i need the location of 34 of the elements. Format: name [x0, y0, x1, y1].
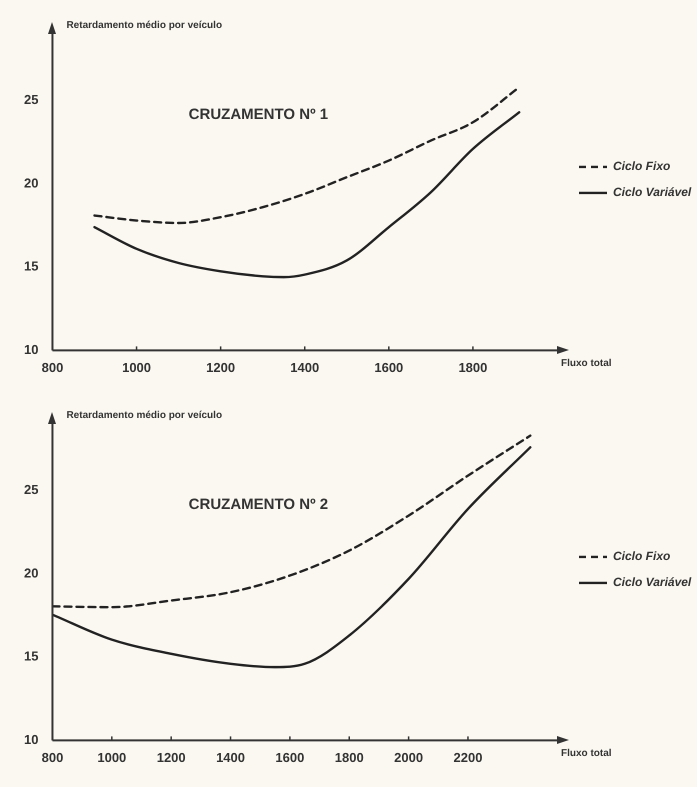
x-tick-label: 800: [42, 750, 64, 765]
y-tick-label: 10: [24, 342, 38, 357]
y-tick-label: 10: [24, 732, 38, 747]
line-series: [52, 446, 532, 668]
y-tick-label: 15: [24, 648, 38, 664]
x-tick-label: 1200: [156, 750, 186, 765]
x-tick-label: 1600: [374, 360, 404, 375]
x-tick-label: 800: [42, 360, 64, 375]
legend-label: Ciclo Variável: [613, 185, 692, 200]
y-tick-label: 20: [24, 565, 38, 580]
legend-label: Ciclo Fixo: [613, 549, 670, 564]
x-tick-label: 1000: [122, 360, 152, 375]
y-tick-label: 25: [24, 482, 38, 498]
x-tick-label: 2000: [394, 750, 424, 765]
y-axis-title: Retardamento médio por veículo: [66, 20, 222, 31]
text: CRUZAMENTO Nº 2: [188, 496, 328, 513]
text: CRUZAMENTO Nº 1: [188, 106, 328, 123]
legend-label: Ciclo Variável: [613, 575, 692, 590]
line-series: [52, 434, 532, 608]
x-tick-label: 1600: [275, 750, 304, 765]
y-tick-label: 15: [24, 258, 38, 274]
x-tick-label: 2200: [454, 750, 482, 765]
y-axis-title: Retardamento médio por veículo: [66, 410, 222, 421]
y-tick-label: 25: [24, 92, 38, 108]
x-tick-label: 1800: [458, 360, 488, 375]
x-axis-title: Fluxo total: [561, 748, 612, 760]
x-tick-label: 1800: [334, 750, 364, 765]
x-tick-label: 1400: [290, 360, 320, 375]
x-axis-title: Fluxo total: [561, 358, 612, 370]
x-tick-label: 1400: [216, 750, 245, 765]
x-tick-label: 1000: [97, 750, 126, 765]
legend-label: Ciclo Fixo: [613, 159, 670, 174]
x-tick-label: 1200: [206, 360, 236, 375]
y-tick-label: 20: [24, 175, 38, 190]
